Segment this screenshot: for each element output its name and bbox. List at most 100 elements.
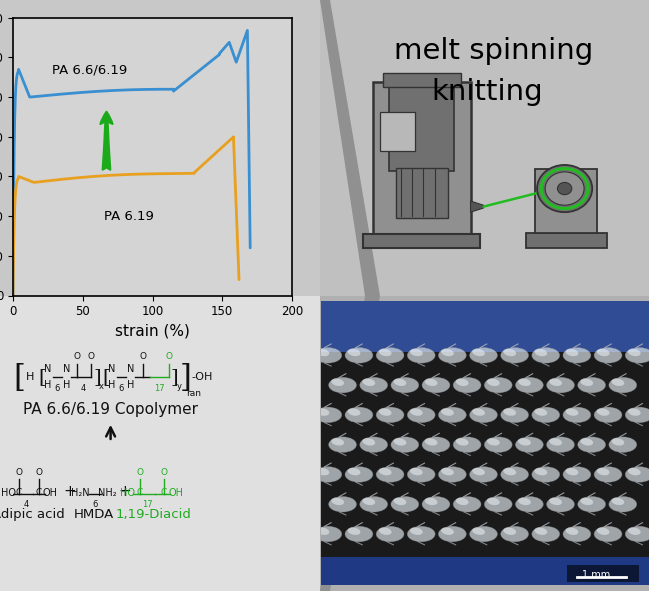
Ellipse shape [565,527,578,535]
Text: C: C [16,488,22,498]
Ellipse shape [331,438,344,446]
Text: [: [ [102,368,110,385]
Text: H: H [63,380,70,390]
Ellipse shape [487,438,500,446]
Ellipse shape [549,498,562,505]
Text: +: + [63,484,76,499]
Text: HO: HO [1,488,16,498]
Ellipse shape [484,496,512,512]
Ellipse shape [518,498,531,505]
Text: PA 6.6/6.19 Copolymer: PA 6.6/6.19 Copolymer [23,402,198,417]
FancyBboxPatch shape [389,87,454,171]
Ellipse shape [628,468,641,475]
Ellipse shape [596,408,609,416]
Ellipse shape [314,467,342,482]
Ellipse shape [578,377,606,393]
Text: PA 6.19: PA 6.19 [104,210,154,223]
Ellipse shape [503,468,516,475]
Text: O: O [73,352,80,361]
Ellipse shape [500,348,528,363]
Ellipse shape [487,378,500,386]
Ellipse shape [317,468,329,475]
Ellipse shape [625,467,649,482]
Ellipse shape [472,349,485,356]
Ellipse shape [534,408,547,416]
Ellipse shape [594,407,622,423]
Ellipse shape [362,498,375,505]
Ellipse shape [379,468,391,475]
Ellipse shape [609,377,637,393]
Ellipse shape [518,438,531,446]
Text: melt spinning: melt spinning [393,37,593,65]
Text: ]: ] [93,368,101,385]
Ellipse shape [317,408,329,416]
Ellipse shape [625,407,649,423]
Ellipse shape [549,378,562,386]
Ellipse shape [500,467,528,482]
Ellipse shape [408,348,435,363]
Circle shape [557,183,572,194]
Ellipse shape [328,377,356,393]
FancyBboxPatch shape [373,82,471,235]
Text: 17: 17 [154,384,165,392]
Ellipse shape [503,349,516,356]
Text: OH: OH [169,488,184,498]
Ellipse shape [391,377,419,393]
Ellipse shape [472,408,485,416]
Text: N: N [127,365,134,375]
Ellipse shape [563,526,591,542]
Ellipse shape [596,468,609,475]
Ellipse shape [549,438,562,446]
Ellipse shape [578,437,606,453]
FancyBboxPatch shape [567,565,639,582]
FancyBboxPatch shape [363,235,480,248]
Ellipse shape [563,348,591,363]
Ellipse shape [376,467,404,482]
Ellipse shape [594,348,622,363]
Ellipse shape [503,408,516,416]
Ellipse shape [408,526,435,542]
Text: H: H [25,372,34,382]
Text: ]: ] [179,362,191,394]
Polygon shape [0,0,320,296]
Ellipse shape [596,349,609,356]
Text: O: O [139,352,146,361]
X-axis label: strain (%): strain (%) [115,324,190,339]
Ellipse shape [439,526,466,542]
Polygon shape [0,296,320,591]
Ellipse shape [472,468,485,475]
Ellipse shape [439,467,466,482]
FancyBboxPatch shape [526,233,607,248]
Ellipse shape [470,407,497,423]
Ellipse shape [314,407,342,423]
Ellipse shape [328,496,356,512]
Text: x: x [99,382,104,391]
Ellipse shape [348,527,360,535]
Circle shape [545,172,584,205]
Text: [: [ [13,362,25,394]
Ellipse shape [439,407,466,423]
Ellipse shape [532,526,559,542]
Ellipse shape [348,468,360,475]
Ellipse shape [578,496,606,512]
Ellipse shape [345,526,373,542]
Ellipse shape [609,437,637,453]
Ellipse shape [532,348,559,363]
Ellipse shape [360,437,387,453]
Ellipse shape [611,498,624,505]
Ellipse shape [422,437,450,453]
Text: O: O [136,468,143,478]
Ellipse shape [393,438,406,446]
Ellipse shape [534,468,547,475]
Ellipse shape [456,438,469,446]
Ellipse shape [470,348,497,363]
Text: 17: 17 [142,500,153,509]
Ellipse shape [441,408,454,416]
Ellipse shape [532,467,559,482]
FancyBboxPatch shape [380,112,415,151]
Ellipse shape [410,349,422,356]
Ellipse shape [393,498,406,505]
Ellipse shape [546,496,574,512]
Ellipse shape [424,438,437,446]
Text: H: H [44,380,52,390]
